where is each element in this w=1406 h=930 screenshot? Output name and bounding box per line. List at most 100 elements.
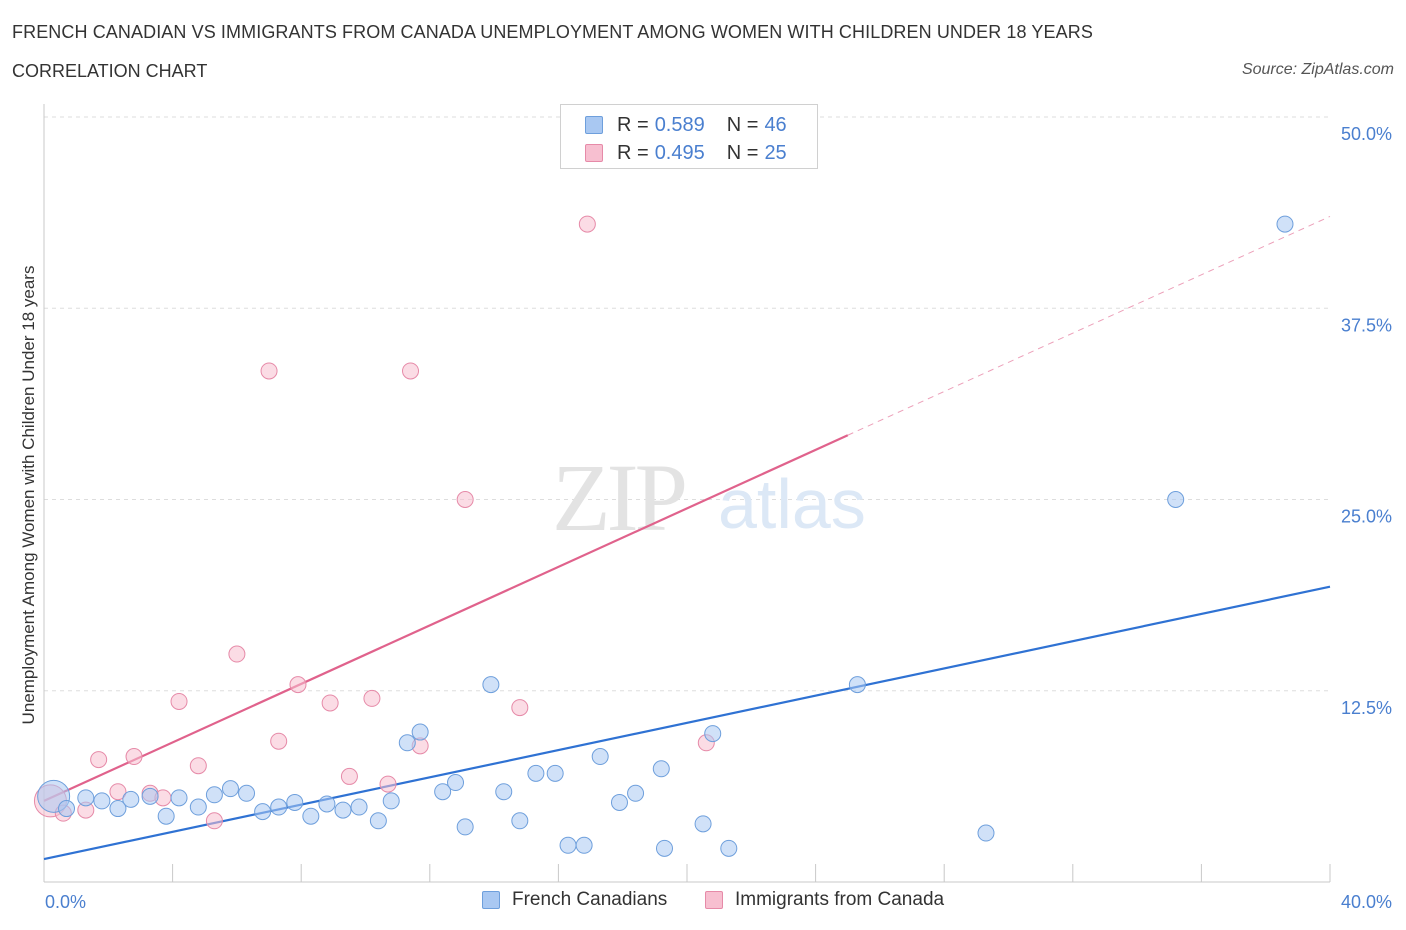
watermark-zip: ZIP bbox=[552, 444, 685, 551]
legend-item-french-canadians[interactable]: French Canadians bbox=[482, 889, 667, 911]
legend-label: Immigrants from Canada bbox=[735, 889, 945, 910]
data-point bbox=[170, 789, 188, 807]
data-point bbox=[93, 792, 111, 810]
data-point bbox=[652, 760, 670, 778]
data-point bbox=[559, 836, 577, 854]
r-label: R = bbox=[617, 113, 649, 136]
watermark-atlas: atlas bbox=[718, 465, 866, 543]
data-point bbox=[109, 800, 127, 818]
tick-labels: 12.5% 25.0% 37.5% 50.0% 0.0% 40.0% bbox=[45, 124, 1392, 912]
data-point bbox=[270, 798, 288, 816]
axes bbox=[43, 104, 1331, 883]
data-point bbox=[379, 775, 397, 793]
n-label: N = bbox=[726, 113, 759, 136]
data-point bbox=[369, 812, 387, 830]
data-point bbox=[334, 801, 352, 819]
r-value: 0.495 bbox=[654, 141, 705, 164]
n-value: 46 bbox=[764, 113, 787, 136]
watermark: ZIP atlas bbox=[552, 444, 866, 551]
trend-lines bbox=[43, 215, 1331, 861]
data-point bbox=[977, 824, 995, 842]
trend-line bbox=[43, 585, 1331, 861]
y-tick-label: 25.0% bbox=[1341, 507, 1392, 527]
data-point bbox=[350, 798, 368, 816]
source-credit: Source: ZipAtlas.com bbox=[1241, 61, 1394, 78]
x-tick-label: 0.0% bbox=[45, 892, 86, 912]
data-point bbox=[109, 783, 127, 801]
data-point bbox=[302, 807, 320, 825]
data-point bbox=[456, 491, 474, 508]
data-point bbox=[456, 818, 474, 836]
data-point bbox=[205, 786, 223, 804]
data-point bbox=[289, 676, 307, 694]
data-point bbox=[704, 725, 722, 743]
y-tick-label: 12.5% bbox=[1341, 698, 1392, 718]
data-point bbox=[122, 790, 140, 808]
trend-line-extension bbox=[847, 215, 1331, 436]
data-point bbox=[447, 774, 465, 792]
data-point bbox=[340, 767, 358, 785]
data-point bbox=[189, 798, 207, 816]
data-point bbox=[221, 780, 239, 798]
data-point bbox=[610, 793, 628, 811]
data-point bbox=[286, 793, 304, 811]
data-point bbox=[170, 692, 188, 710]
data-point bbox=[575, 836, 593, 854]
legend-swatch-pink bbox=[705, 891, 723, 909]
data-point bbox=[254, 803, 272, 821]
data-point bbox=[318, 795, 336, 813]
data-point bbox=[655, 839, 673, 857]
data-point bbox=[90, 751, 108, 769]
data-point bbox=[720, 839, 738, 857]
data-point bbox=[77, 789, 95, 807]
data-point bbox=[205, 812, 223, 830]
y-tick-label: 50.0% bbox=[1341, 124, 1392, 144]
data-point bbox=[141, 787, 159, 805]
data-point bbox=[578, 215, 596, 233]
stats-legend: R = 0.589 N = 46 R = 0.495 N = 25 bbox=[560, 104, 818, 169]
data-points bbox=[33, 215, 1294, 857]
data-point bbox=[238, 784, 256, 802]
n-value: 25 bbox=[764, 141, 787, 164]
data-point bbox=[58, 800, 76, 818]
y-axis-label: Unemployment Among Women with Children U… bbox=[19, 266, 38, 725]
data-point bbox=[157, 807, 175, 825]
data-point bbox=[189, 757, 207, 775]
legend-swatch-blue bbox=[482, 891, 500, 909]
data-point bbox=[694, 815, 712, 833]
data-point bbox=[228, 645, 246, 663]
chart-subtitle: CORRELATION CHART bbox=[12, 61, 208, 81]
data-point bbox=[363, 689, 381, 707]
data-point bbox=[591, 748, 609, 766]
trend-line bbox=[43, 434, 849, 802]
data-point bbox=[402, 362, 420, 380]
data-point bbox=[627, 784, 645, 802]
data-point bbox=[482, 676, 500, 694]
data-point bbox=[511, 812, 529, 830]
data-point bbox=[1276, 215, 1294, 233]
data-point bbox=[260, 362, 278, 380]
chart-title: FRENCH CANADIAN VS IMMIGRANTS FROM CANAD… bbox=[12, 22, 1093, 42]
y-tick-label: 37.5% bbox=[1341, 315, 1392, 335]
series-legend: French Canadians Immigrants from Canada bbox=[0, 889, 1406, 915]
legend-label: French Canadians bbox=[512, 889, 668, 910]
stats-swatch-blue bbox=[585, 116, 603, 134]
data-point bbox=[848, 676, 866, 694]
n-label: N = bbox=[726, 141, 759, 164]
x-tick-label: 40.0% bbox=[1341, 892, 1392, 912]
data-point bbox=[125, 748, 143, 766]
data-point bbox=[527, 764, 545, 782]
data-point bbox=[382, 792, 400, 810]
data-point bbox=[1167, 491, 1185, 508]
data-point bbox=[398, 734, 416, 752]
r-label: R = bbox=[617, 141, 649, 164]
data-point bbox=[511, 699, 529, 717]
gridlines bbox=[44, 116, 1330, 692]
data-point bbox=[546, 764, 564, 782]
legend-item-immigrants-from-canada[interactable]: Immigrants from Canada bbox=[705, 889, 944, 911]
stats-legend-row-french-canadians: R = 0.589 N = 46 bbox=[585, 113, 787, 137]
data-point bbox=[411, 723, 429, 741]
stats-swatch-pink bbox=[585, 144, 603, 162]
data-point bbox=[434, 783, 452, 801]
